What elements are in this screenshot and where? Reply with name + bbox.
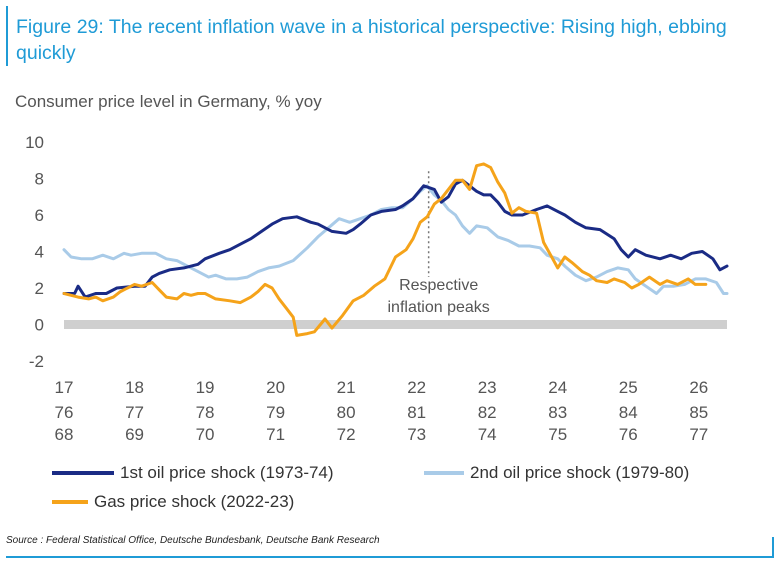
annotation-line-1: Respective bbox=[399, 277, 478, 294]
series-line-1st-oil bbox=[62, 178, 729, 299]
x-tick-label: 18 bbox=[125, 378, 144, 397]
y-tick-label: 2 bbox=[35, 279, 44, 298]
x-tick-label: 77 bbox=[689, 425, 708, 444]
x-tick-label: 76 bbox=[55, 403, 74, 422]
x-tick-label: 84 bbox=[619, 403, 638, 422]
x-tick-label: 82 bbox=[478, 403, 497, 422]
x-tick-label: 25 bbox=[619, 378, 638, 397]
legend-swatch bbox=[52, 500, 88, 504]
legend-item-1st-oil: 1st oil price shock (1973-74) bbox=[52, 463, 334, 483]
x-tick-label: 71 bbox=[266, 425, 285, 444]
x-tick-label: 76 bbox=[619, 425, 638, 444]
annotation-line-2: inflation peaks bbox=[388, 299, 490, 316]
y-tick-label: 4 bbox=[35, 243, 44, 262]
x-axis: 17 18 19 20 21 22 23 24 25 26 76 77 78 79 80 81 82 83 84 85… bbox=[55, 378, 709, 444]
right-rule bbox=[772, 537, 774, 557]
x-tick-label: 85 bbox=[689, 403, 708, 422]
x-tick-label: 17 bbox=[55, 378, 74, 397]
x-tick-label: 73 bbox=[407, 425, 426, 444]
legend-swatch bbox=[52, 471, 114, 475]
y-axis: 10 8 6 4 2 0 -2 bbox=[25, 133, 44, 371]
x-tick-label: 69 bbox=[125, 425, 144, 444]
legend-swatch bbox=[424, 471, 464, 475]
series-line-gas bbox=[62, 162, 708, 337]
y-tick-label: 0 bbox=[35, 316, 44, 335]
x-tick-label: 78 bbox=[196, 403, 215, 422]
y-tick-label: 6 bbox=[35, 206, 44, 225]
x-tick-label: 74 bbox=[478, 425, 497, 444]
x-tick-label: 79 bbox=[266, 403, 285, 422]
legend-label: Gas price shock (2022-23) bbox=[94, 492, 295, 511]
series-line-2nd-oil bbox=[62, 184, 729, 295]
x-tick-label: 20 bbox=[266, 378, 285, 397]
x-tick-label: 70 bbox=[196, 425, 215, 444]
x-tick-label: 68 bbox=[55, 425, 74, 444]
source-note: Source : Federal Statistical Office, Deu… bbox=[6, 535, 380, 546]
page-title: Figure 29: The recent inflation wave in … bbox=[16, 16, 727, 64]
x-tick-label: 83 bbox=[548, 403, 567, 422]
legend-item-2nd-oil: 2nd oil price shock (1979-80) bbox=[424, 463, 689, 483]
y-tick-label: 10 bbox=[25, 133, 44, 152]
x-tick-label: 22 bbox=[407, 378, 426, 397]
legend-label: 1st oil price shock (1973-74) bbox=[120, 463, 334, 482]
x-tick-label: 75 bbox=[548, 425, 567, 444]
x-tick-label: 80 bbox=[337, 403, 356, 422]
x-tick-label: 81 bbox=[407, 403, 426, 422]
y-tick-label: 8 bbox=[35, 170, 44, 189]
x-tick-label: 21 bbox=[337, 378, 356, 397]
legend-item-gas: Gas price shock (2022-23) bbox=[52, 492, 294, 512]
legend-label: 2nd oil price shock (1979-80) bbox=[470, 463, 690, 482]
x-tick-label: 26 bbox=[689, 378, 708, 397]
bottom-rule bbox=[6, 556, 774, 558]
x-tick-label: 24 bbox=[548, 378, 567, 397]
title-box: Figure 29: The recent inflation wave in … bbox=[6, 6, 776, 66]
x-tick-label: 23 bbox=[478, 378, 497, 397]
y-tick-label: -2 bbox=[29, 352, 44, 371]
chart-subtitle: Consumer price level in Germany, % yoy bbox=[15, 92, 322, 111]
series-lines bbox=[62, 162, 729, 337]
x-tick-label: 77 bbox=[125, 403, 144, 422]
x-tick-label: 72 bbox=[337, 425, 356, 444]
x-tick-label: 19 bbox=[196, 378, 215, 397]
